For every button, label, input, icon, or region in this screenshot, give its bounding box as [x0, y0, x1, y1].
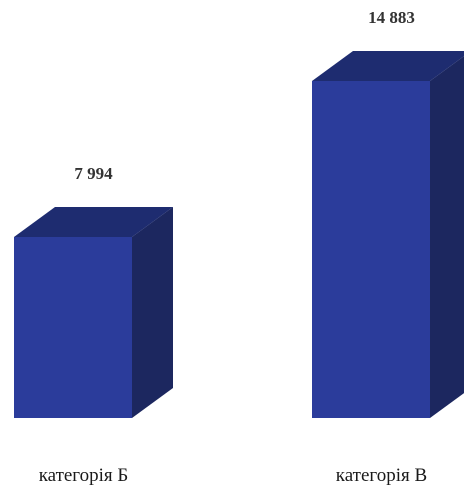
bar-2: [312, 51, 464, 418]
bar-top-face: [14, 206, 173, 237]
bar-side-face: [132, 206, 173, 418]
bar-front-face: [312, 81, 430, 418]
bar-side-face: [430, 56, 464, 418]
x-tick-label-2: категорія В: [336, 465, 427, 486]
bar-front-face: [14, 236, 132, 418]
value-labels-group: 7 994 14 883: [74, 8, 415, 183]
bars-group: [14, 51, 464, 418]
data-label-1: 7 994: [74, 164, 113, 183]
category-labels-group: категорія Б категорія В: [39, 465, 428, 486]
bar-top-face: [312, 51, 464, 81]
data-label-2: 14 883: [368, 8, 415, 27]
x-tick-label-1: категорія Б: [39, 465, 129, 486]
bar-1: [14, 206, 173, 418]
